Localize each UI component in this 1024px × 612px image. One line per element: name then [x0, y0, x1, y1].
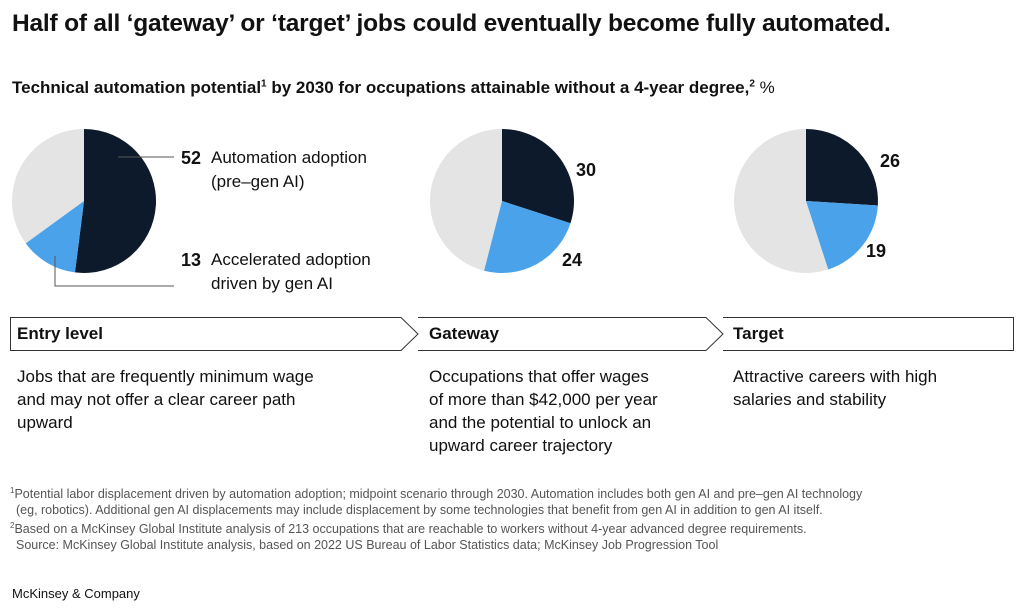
pie-slice-remainder: [11, 129, 85, 244]
pie-gateway: [430, 129, 574, 273]
pie-entry-level: [11, 129, 156, 273]
target-accelerated-value: 19: [866, 241, 887, 261]
step-title-gateway: Gateway: [429, 324, 499, 343]
step-desc-gateway: Occupations that offer wages of more tha…: [429, 367, 658, 455]
brand-logo-text: McKinsey & Company: [12, 586, 140, 601]
legend-adoption-value: 52: [181, 148, 202, 168]
footnotes: 1Potential labor displacement driven by …: [10, 483, 1000, 553]
footnote-1-cont: (eg, robotics). Additional gen AI displa…: [16, 502, 823, 517]
pie-slice-accelerated: [484, 201, 571, 273]
pie-slice-adoption: [74, 129, 156, 273]
legend-adoption-label: Automation adoption (pre–gen AI): [211, 148, 367, 191]
gateway-adoption-value: 30: [576, 160, 597, 180]
legend-accelerated-value: 13: [181, 250, 202, 270]
step-banner: [10, 317, 1014, 351]
source-note: Source: McKinsey Global Institute analys…: [16, 537, 719, 552]
pie-slice-adoption: [502, 129, 574, 224]
pie-slice-accelerated: [25, 201, 84, 273]
pie-slice-accelerated: [806, 201, 878, 270]
step-desc-entry: Jobs that are frequently minimum wage an…: [17, 367, 314, 432]
step-title-target: Target: [733, 324, 784, 343]
legend-accelerated-label: Accelerated adoption driven by gen AI: [211, 250, 371, 293]
chart-subtitle: Technical automation potential1 by 2030 …: [12, 78, 775, 97]
footnote-2: 2Based on a McKinsey Global Institute an…: [10, 521, 807, 537]
step-desc-target: Attractive careers with high salaries an…: [733, 367, 938, 409]
pie-slice-remainder: [430, 129, 502, 271]
chart-headline: Half of all ‘gateway’ or ‘target’ jobs c…: [12, 10, 891, 37]
pie-slice-remainder: [734, 129, 829, 273]
target-adoption-value: 26: [880, 151, 901, 171]
pie-slice-adoption: [806, 129, 878, 206]
pie-target: [734, 129, 878, 273]
footnote-1: 1Potential labor displacement driven by …: [10, 486, 863, 502]
leader-line-accelerated: [54, 256, 174, 287]
gateway-accelerated-value: 24: [562, 250, 583, 270]
step-title-entry: Entry level: [17, 324, 103, 343]
